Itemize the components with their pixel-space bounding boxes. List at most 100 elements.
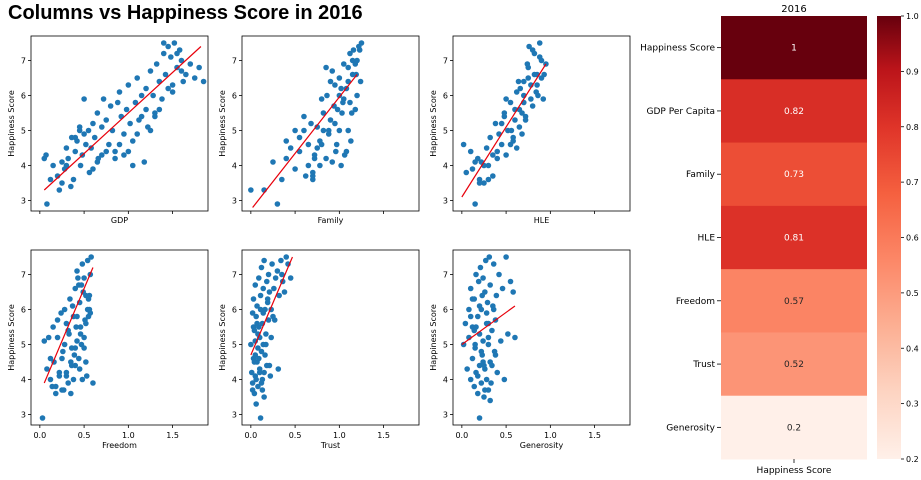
data-point xyxy=(343,148,350,155)
data-point xyxy=(503,254,509,260)
colorbar-tick-label: 0.4 xyxy=(906,344,919,353)
data-point xyxy=(72,148,79,155)
colorbar-tick-label: 0.7 xyxy=(906,178,919,187)
regression-line xyxy=(461,305,516,345)
data-point xyxy=(483,145,490,151)
data-point xyxy=(65,155,71,162)
data-point xyxy=(138,113,145,120)
regression-line xyxy=(252,74,358,208)
data-point xyxy=(196,64,202,71)
data-point xyxy=(76,127,83,134)
data-point xyxy=(314,124,321,130)
heatmap-cell-label: 0.81 xyxy=(784,234,804,244)
colorbar-tick-label: 0.5 xyxy=(906,289,919,298)
x-tick-label: 1.5 xyxy=(166,431,179,440)
data-point xyxy=(74,268,80,274)
data-point xyxy=(56,187,63,193)
data-point xyxy=(265,317,272,323)
data-point xyxy=(147,68,154,74)
data-point xyxy=(132,99,139,106)
data-point xyxy=(340,61,347,67)
data-point xyxy=(81,131,87,137)
y-axis-label: Happiness Score xyxy=(7,90,16,157)
scatter-panel-6: 3 4 5 6 7 0.0 0.5 1.0 1.5 Generosity Happiness Sco… xyxy=(429,249,631,450)
data-point xyxy=(310,169,316,176)
heatmap-cell xyxy=(721,16,867,80)
data-point xyxy=(116,89,123,95)
row-label: Generosity xyxy=(666,423,715,433)
data-point xyxy=(143,106,149,113)
x-tick-label: 0.0 xyxy=(244,431,257,440)
data-point xyxy=(106,141,112,148)
data-point xyxy=(178,57,185,64)
data-point xyxy=(463,169,470,176)
heatmap-cell xyxy=(721,79,867,144)
data-point xyxy=(261,369,267,376)
data-point xyxy=(258,348,265,355)
data-point xyxy=(305,141,312,148)
data-point xyxy=(94,159,101,165)
data-point xyxy=(287,145,294,151)
data-point xyxy=(63,162,70,169)
data-point xyxy=(332,120,338,127)
y-tick-label: 5 xyxy=(232,127,237,136)
y-tick-label: 3 xyxy=(232,197,237,206)
y-tick-label: 6 xyxy=(443,92,448,101)
data-point xyxy=(318,96,325,102)
data-point xyxy=(490,152,496,158)
data-point xyxy=(180,78,187,85)
data-point xyxy=(103,148,110,155)
data-point xyxy=(281,289,288,295)
data-point xyxy=(81,345,87,351)
data-point xyxy=(81,275,87,281)
data-point xyxy=(94,110,101,116)
scatter-panel-2: 3 4 5 6 7 Family Happiness Score xyxy=(218,35,420,225)
data-point xyxy=(480,275,486,281)
y-tick-label: 5 xyxy=(21,127,26,136)
y-tick-label: 6 xyxy=(232,306,237,315)
data-point xyxy=(248,187,254,193)
data-point xyxy=(178,68,185,74)
data-point xyxy=(269,261,275,267)
data-point xyxy=(43,152,49,158)
data-point xyxy=(476,362,483,369)
data-point xyxy=(266,289,273,295)
data-point xyxy=(275,366,282,372)
data-point xyxy=(501,113,508,120)
data-point xyxy=(526,43,532,50)
data-point xyxy=(490,173,496,179)
data-point xyxy=(159,96,165,102)
data-point xyxy=(490,306,497,313)
data-point xyxy=(147,127,154,134)
data-point xyxy=(508,127,515,134)
data-point xyxy=(329,68,336,74)
data-point xyxy=(75,275,81,281)
data-point xyxy=(515,78,522,85)
heatmap-cell-label: 0.82 xyxy=(784,107,804,117)
y-tick-label: 7 xyxy=(443,271,448,280)
data-point xyxy=(274,201,281,207)
data-point xyxy=(301,127,307,134)
x-tick-label: 1.5 xyxy=(377,431,390,440)
data-point xyxy=(67,296,73,302)
data-point xyxy=(476,180,483,186)
x-axis-label: Generosity xyxy=(520,441,564,450)
data-point xyxy=(54,173,61,179)
data-point xyxy=(252,282,259,288)
data-point xyxy=(116,141,123,148)
data-point xyxy=(90,120,96,127)
data-point xyxy=(305,162,312,169)
data-point xyxy=(143,85,149,92)
y-tick-label: 3 xyxy=(443,197,448,206)
x-tick-label: 1.0 xyxy=(333,431,346,440)
data-point xyxy=(187,61,194,67)
data-point xyxy=(493,292,500,299)
data-point xyxy=(88,145,94,151)
data-point xyxy=(485,334,492,341)
data-point xyxy=(327,78,334,85)
data-point xyxy=(165,85,171,92)
data-point xyxy=(279,176,285,183)
data-point xyxy=(153,61,160,67)
data-point xyxy=(485,176,492,183)
data-point xyxy=(283,254,290,260)
